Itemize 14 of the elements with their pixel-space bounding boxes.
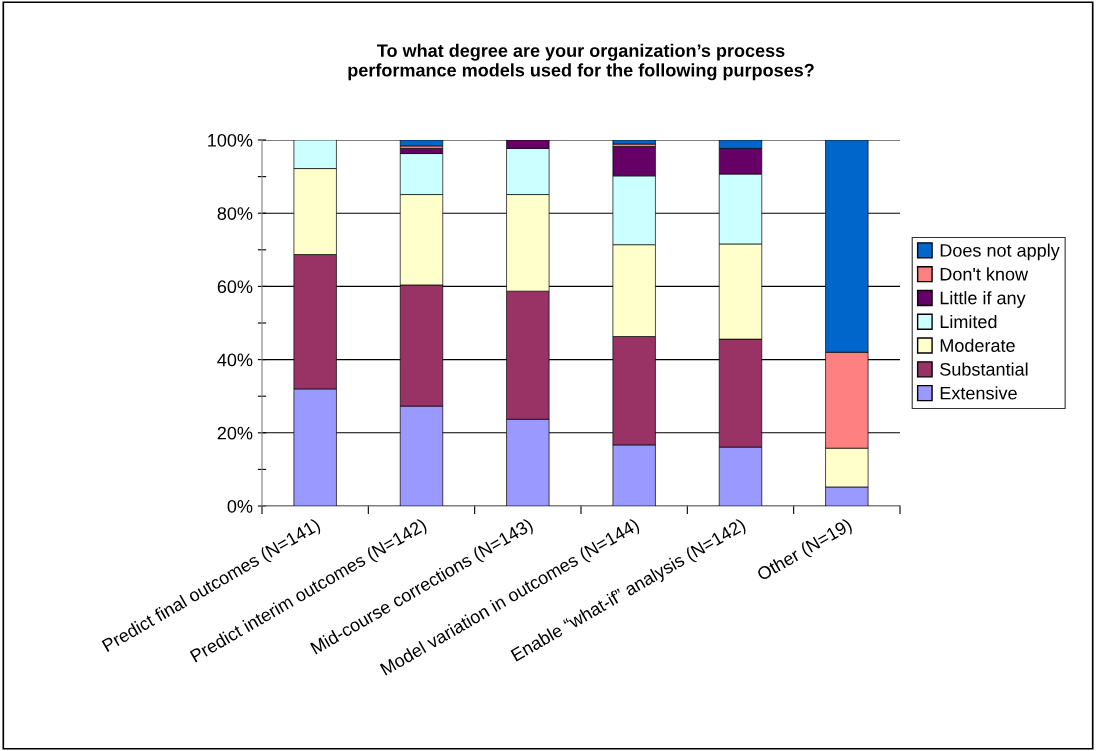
legend-label: Don't know <box>940 267 1029 281</box>
y-tick-label: 40% <box>217 353 253 367</box>
legend-label: Moderate <box>940 338 1015 352</box>
legend-label: Does not apply <box>940 243 1060 261</box>
y-tick-label: 60% <box>217 280 253 294</box>
legend-label: Extensive <box>940 386 1017 400</box>
y-tick-label: 20% <box>217 426 253 440</box>
y-tick-label: 80% <box>217 207 253 220</box>
y-tick-label: 100% <box>208 133 253 147</box>
chart-title: To what degree are your organization’s process performance models used for the following purposes? <box>348 43 814 81</box>
legend-label: Substantial <box>940 362 1028 376</box>
legend-label: Limited <box>940 314 997 329</box>
y-tick-label: 0% <box>227 499 253 513</box>
legend-label: Little if any <box>940 291 1026 308</box>
